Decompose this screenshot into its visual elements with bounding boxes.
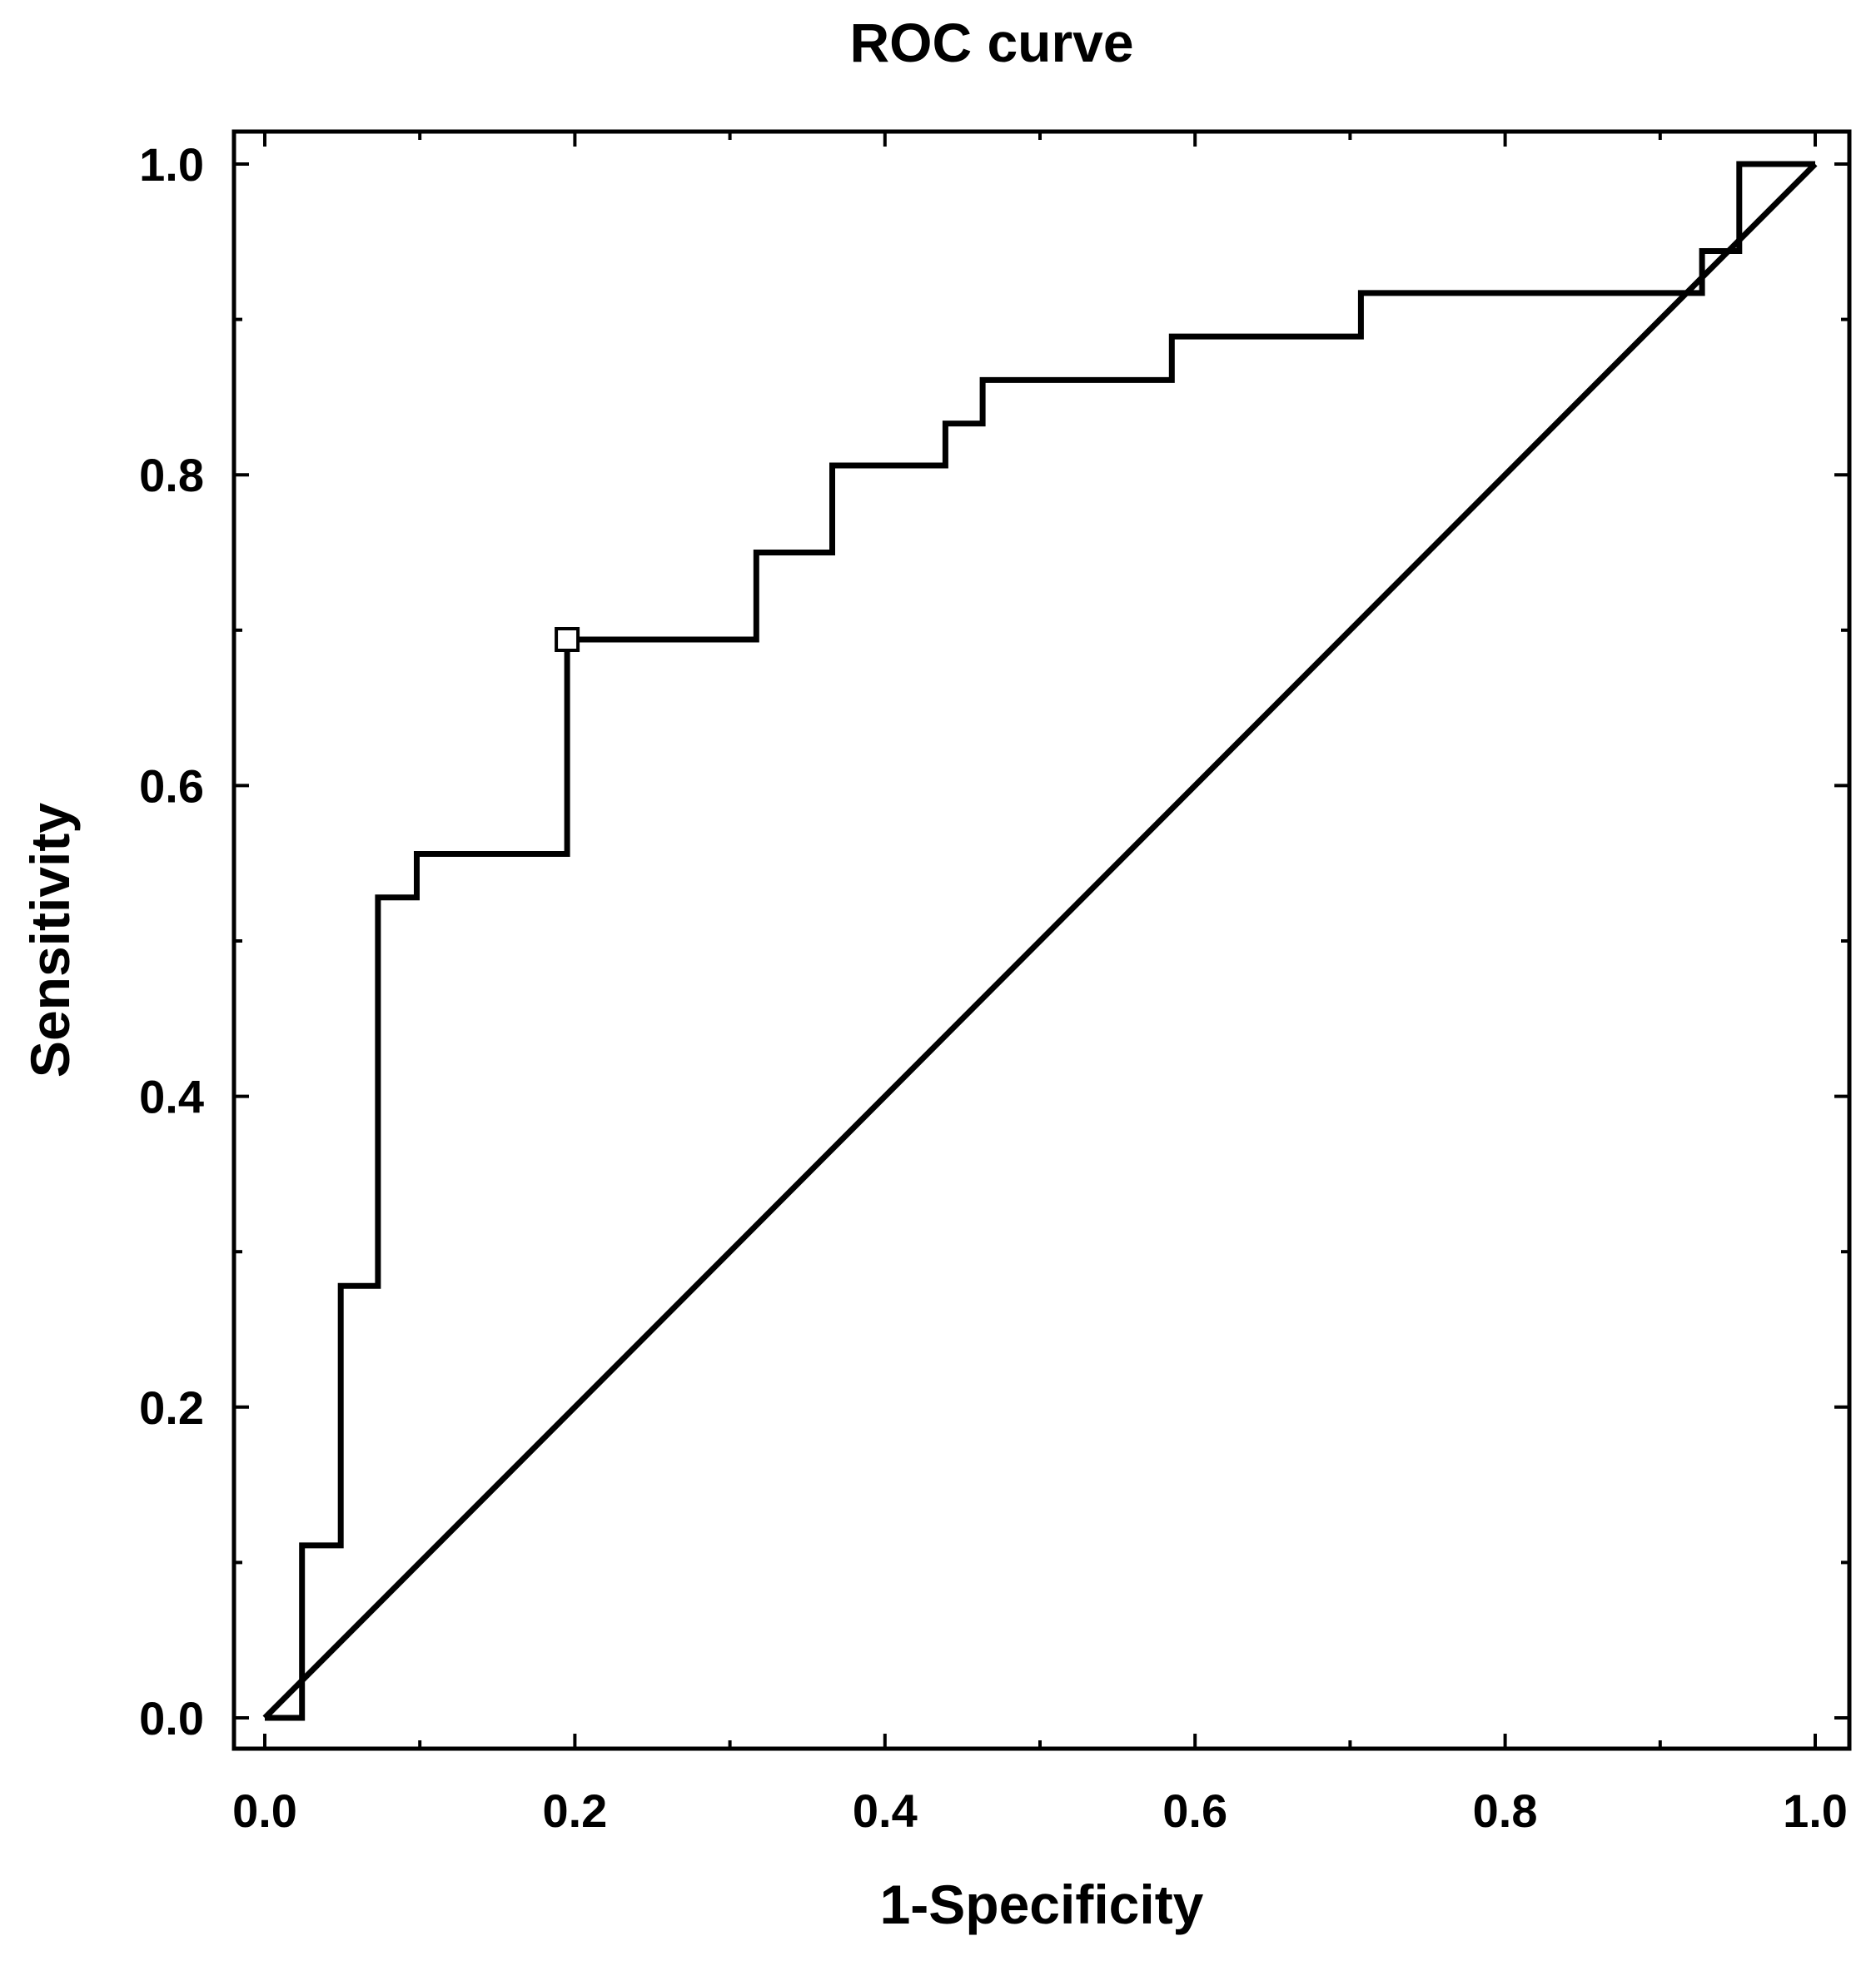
x-tick-label: 0.4 [853, 1784, 918, 1837]
reference-diagonal-line [262, 162, 1818, 1720]
x-tick-label: 0.0 [232, 1784, 297, 1837]
y-tick-label: 0.2 [139, 1381, 204, 1434]
y-tick-label: 0.4 [139, 1071, 204, 1123]
optimal-cutoff-marker [555, 626, 580, 652]
y-axis-ticks: 0.0 0.2 0.4 0.6 0.8 1.0 [139, 138, 1849, 1744]
marker-layer [555, 626, 580, 652]
x-tick-label: 0.6 [1162, 1784, 1227, 1837]
y-tick-label: 0.8 [139, 449, 204, 501]
chart-title: ROC curve [849, 12, 1133, 73]
x-tick-label: 0.8 [1473, 1784, 1538, 1837]
y-tick-label: 0.6 [139, 759, 204, 812]
x-axis-ticks: 0.0 0.2 0.4 0.6 0.8 1.0 [232, 132, 1848, 1837]
y-axis-label: Sensitivity [19, 803, 81, 1078]
y-tick-label: 1.0 [139, 138, 204, 191]
series-layer [262, 161, 1818, 1721]
x-axis-label: 1-Specificity [880, 1874, 1204, 1935]
x-tick-label: 0.2 [542, 1784, 607, 1837]
x-tick-label: 1.0 [1783, 1784, 1848, 1837]
y-tick-label: 0.0 [139, 1692, 204, 1744]
roc-curve-line [265, 161, 1815, 1721]
